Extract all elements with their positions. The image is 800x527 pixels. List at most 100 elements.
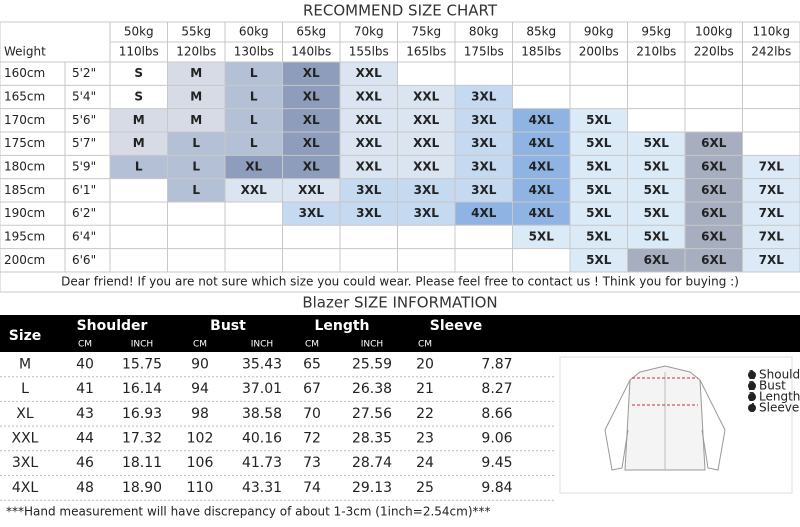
weight-label: Weight <box>4 45 46 59</box>
size-cell: XL <box>303 136 320 150</box>
blazer-cell: 35.43 <box>242 356 282 372</box>
blazer-cell: 28.74 <box>352 455 392 471</box>
size-cell: 4XL <box>529 206 555 220</box>
height-cm: 180cm <box>4 159 45 173</box>
size-chart-title: RECOMMEND SIZE CHART <box>303 2 498 20</box>
size-cell: 3XL <box>356 206 382 220</box>
size-cell: XXL <box>356 159 383 173</box>
blazer-cell: 74 <box>303 480 321 496</box>
size-cell-bg <box>110 108 168 132</box>
legend-label: Bust <box>759 379 786 393</box>
size-cell-bg <box>397 178 455 202</box>
lbs-header: 242lbs <box>751 45 791 59</box>
lbs-header: 175lbs <box>464 45 504 59</box>
column-header: Bust <box>210 318 246 334</box>
blazer-cell: 65 <box>303 356 321 372</box>
blazer-cell: 23 <box>416 430 434 446</box>
blazer-footnote: ***Hand measurement will have discrepanc… <box>6 505 491 519</box>
blazer-cell: M <box>19 356 31 372</box>
size-cell-bg <box>512 225 570 249</box>
blazer-cell: 38.58 <box>242 406 282 422</box>
blazer-cell: 48 <box>76 480 94 496</box>
size-cell: M <box>133 113 145 127</box>
size-cell: 5XL <box>586 136 612 150</box>
size-cell-bg <box>685 155 743 179</box>
blazer-cell: 17.32 <box>122 430 162 446</box>
size-cell: 5XL <box>644 136 670 150</box>
height-ft: 6'4" <box>72 229 96 243</box>
size-cell-bg <box>225 108 283 132</box>
size-cell: XXL <box>413 113 440 127</box>
blazer-cell: 18.90 <box>122 480 162 496</box>
size-cell-bg <box>225 62 283 86</box>
blazer-cell: 28.35 <box>352 430 392 446</box>
size-cell-bg <box>397 85 455 109</box>
size-cell-bg <box>397 131 455 156</box>
size-cell: 5XL <box>529 229 555 243</box>
height-ft: 6'1" <box>72 183 96 197</box>
size-cell: 3XL <box>471 89 497 103</box>
size-cell: M <box>190 66 202 80</box>
size-cell: 3XL <box>471 136 497 150</box>
size-cell: L <box>192 159 200 173</box>
size-cell: 5XL <box>586 253 612 267</box>
size-cell: XXL <box>356 113 383 127</box>
lbs-header: 185lbs <box>521 45 561 59</box>
size-cell-bg <box>742 248 800 272</box>
size-chart-note: Dear friend! If you are not sure which s… <box>61 275 739 289</box>
size-cell-bg <box>455 155 513 179</box>
blazer-cell: 44 <box>76 430 94 446</box>
blazer-cell: 90 <box>191 356 209 372</box>
blazer-cell: 8.27 <box>481 381 512 397</box>
size-cell-bg <box>742 225 800 249</box>
lbs-header: 140lbs <box>291 45 331 59</box>
height-ft: 5'6" <box>72 113 96 127</box>
blazer-cell: 29.13 <box>352 480 392 496</box>
size-cell-bg <box>455 178 513 202</box>
blazer-cell: 41.73 <box>242 455 282 471</box>
legend-bullet <box>748 393 756 401</box>
size-cell-bg <box>627 201 685 226</box>
size-cell-bg <box>570 248 628 272</box>
size-cell-bg <box>570 225 628 249</box>
kg-header: 90kg <box>584 25 614 39</box>
size-cell: S <box>134 89 143 103</box>
unit-header: CM <box>418 340 432 350</box>
size-cell-bg <box>455 201 513 226</box>
size-cell-bg <box>340 201 398 226</box>
lbs-header: 210lbs <box>636 45 676 59</box>
size-cell: 5XL <box>644 206 670 220</box>
size-cell: L <box>192 136 200 150</box>
size-cell-bg <box>685 131 743 156</box>
size-cell-bg <box>512 108 570 132</box>
blazer-cell: 9.45 <box>481 455 512 471</box>
lbs-header: 130lbs <box>234 45 274 59</box>
size-cell: 3XL <box>414 183 440 197</box>
legend-label: Sleeve <box>759 401 799 415</box>
size-cell: 3XL <box>471 113 497 127</box>
size-cell: XXL <box>298 183 325 197</box>
size-cell-bg <box>282 108 340 132</box>
blazer-cell: 98 <box>191 406 209 422</box>
size-cell: XXL <box>356 66 383 80</box>
size-cell-bg <box>627 155 685 179</box>
size-cell-bg <box>340 178 398 202</box>
unit-header: INCH <box>131 340 153 350</box>
size-cell-bg <box>167 108 225 132</box>
size-cell-bg <box>512 178 570 202</box>
size-cell-bg <box>397 108 455 132</box>
blazer-cell: XXL <box>12 430 39 446</box>
size-cell: XL <box>303 113 320 127</box>
size-cell: 7XL <box>759 253 785 267</box>
blazer-cell: 110 <box>187 480 214 496</box>
kg-header: 75kg <box>411 25 441 39</box>
size-cell-bg <box>627 225 685 249</box>
column-header: Sleeve <box>430 318 483 334</box>
height-ft: 5'2" <box>72 66 96 80</box>
blazer-cell: 102 <box>187 430 214 446</box>
size-cell: 4XL <box>529 113 555 127</box>
size-cell-bg <box>110 62 168 86</box>
size-cell: M <box>133 136 145 150</box>
size-cell-bg <box>110 131 168 156</box>
blazer-cell: 7.87 <box>481 356 512 372</box>
